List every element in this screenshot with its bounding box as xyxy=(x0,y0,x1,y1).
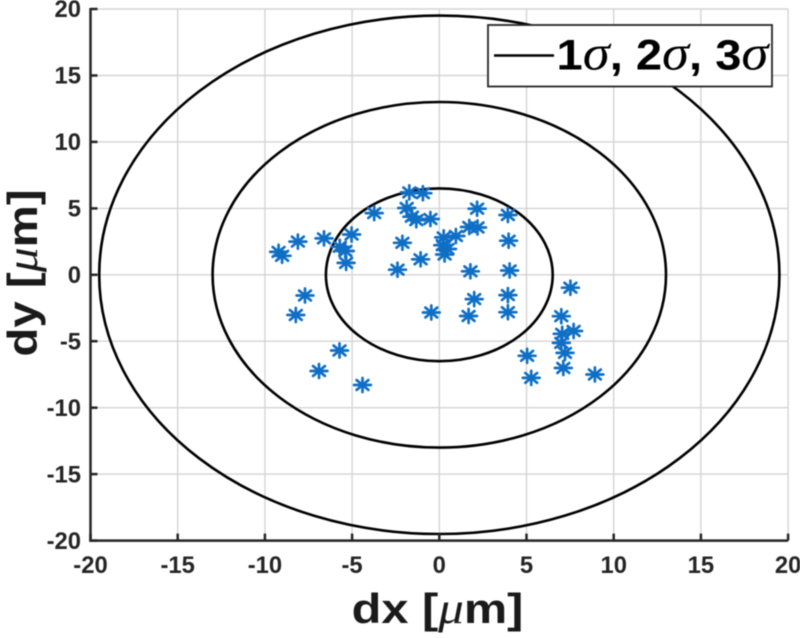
svg-text:0: 0 xyxy=(433,552,446,579)
svg-text:-20: -20 xyxy=(47,528,81,555)
svg-text:-10: -10 xyxy=(47,395,81,422)
svg-text:5: 5 xyxy=(68,196,81,223)
svg-text:-10: -10 xyxy=(248,552,282,579)
svg-text:dx [μm]: dx [μm] xyxy=(352,585,524,633)
svg-text:20: 20 xyxy=(775,552,800,579)
svg-text:5: 5 xyxy=(520,552,533,579)
svg-text:20: 20 xyxy=(55,0,81,23)
svg-text:-15: -15 xyxy=(160,552,194,579)
svg-text:-5: -5 xyxy=(60,328,81,355)
svg-text:dy [μm]: dy [μm] xyxy=(0,189,47,356)
svg-text:1σ, 2σ, 3σ: 1σ, 2σ, 3σ xyxy=(557,25,771,80)
svg-text:10: 10 xyxy=(600,552,626,579)
svg-text:0: 0 xyxy=(68,262,81,289)
svg-text:-5: -5 xyxy=(342,552,363,579)
svg-text:15: 15 xyxy=(55,63,81,90)
svg-text:10: 10 xyxy=(55,129,81,156)
svg-text:-15: -15 xyxy=(47,461,81,488)
svg-text:-20: -20 xyxy=(73,552,107,579)
svg-text:15: 15 xyxy=(688,552,714,579)
